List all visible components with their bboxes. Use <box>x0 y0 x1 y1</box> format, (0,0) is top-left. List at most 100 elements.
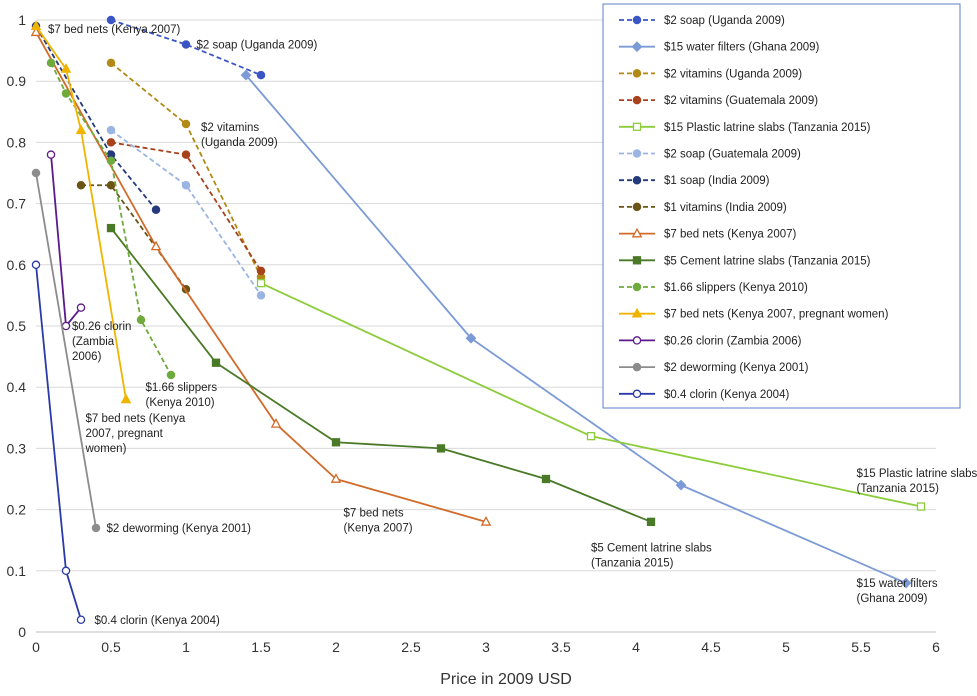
legend-marker <box>632 15 642 25</box>
y-tick-label: 0.3 <box>7 440 27 456</box>
data-point <box>331 438 341 447</box>
data-point <box>30 26 42 37</box>
data-point <box>675 479 687 491</box>
data-point <box>106 58 116 68</box>
annotation-label: (Zambia <box>72 336 115 348</box>
x-tick-label: 2 <box>332 639 340 655</box>
annotation-label: $0.4 clorin (Kenya 2004) <box>95 615 220 627</box>
legend-marker <box>632 282 642 292</box>
data-point <box>106 223 116 233</box>
x-tick-label: 3 <box>482 639 490 655</box>
legend-marker <box>631 307 643 318</box>
data-point <box>256 291 266 300</box>
legend-marker <box>632 122 642 131</box>
y-tick-label: 0.1 <box>7 563 27 579</box>
y-axis: 0 0.1 0.2 0.3 0.4 0.5 0.6 0.7 0.8 0.9 1 <box>7 12 27 640</box>
y-tick-label: 0.9 <box>7 73 27 89</box>
data-point <box>586 432 596 441</box>
annotation-label: $2 deworming (Kenya 2001) <box>107 523 252 535</box>
annotations: $7 bed nets (Kenya 2007) $2 soap (Uganda … <box>48 24 977 627</box>
legend-label: $2 deworming (Kenya 2001) <box>664 362 809 374</box>
x-tick-label: 6 <box>932 639 940 655</box>
data-point <box>76 303 86 312</box>
y-tick-label: 0.4 <box>7 379 27 395</box>
series-line <box>50 154 82 327</box>
legend-box <box>602 3 961 409</box>
annotation-label: $7 bed nets (Kenya 2007) <box>48 24 181 36</box>
legend-label: $2 soap (Uganda 2009) <box>664 15 785 27</box>
data-point <box>30 20 42 30</box>
series-line <box>110 62 262 278</box>
legend-entry: $7 bed nets (Kenya 2007) <box>619 227 797 241</box>
legend-label: $0.4 clorin (Kenya 2004) <box>664 389 789 401</box>
series-line <box>35 25 127 400</box>
y-tick-label: 0 <box>18 624 26 640</box>
series <box>106 58 266 282</box>
annotation-label: $7 bed nets <box>344 508 404 520</box>
data-point <box>106 15 116 25</box>
legend-marker <box>631 227 643 238</box>
x-tick-label: 5 <box>782 639 790 655</box>
series <box>30 20 132 404</box>
x-tick-label: 3.5 <box>551 639 571 655</box>
annotation-label: (Kenya 2010) <box>146 397 215 409</box>
legend-marker <box>632 362 642 372</box>
data-point <box>480 515 492 526</box>
legend-entry: $7 bed nets (Kenya 2007, pregnant women) <box>619 307 889 321</box>
annotation-label: $15 water filters <box>857 578 938 590</box>
data-point <box>136 315 146 325</box>
legend-label: $15 water filters (Ghana 2009) <box>664 42 820 54</box>
x-tick-label: 2.5 <box>401 639 421 655</box>
x-tick-label: 1.5 <box>251 639 271 655</box>
data-point <box>166 370 176 380</box>
legend-label: $1 vitamins (India 2009) <box>664 202 787 214</box>
x-tick-label: 5.5 <box>851 639 871 655</box>
annotation-label: $0.26 clorin <box>72 321 131 333</box>
series <box>46 58 176 380</box>
data-point <box>270 418 282 428</box>
legend-label: $7 bed nets (Kenya 2007) <box>664 229 797 241</box>
series-line <box>81 184 187 290</box>
data-point <box>916 502 926 511</box>
data-point <box>181 180 191 190</box>
legend-label: $5 Cement latrine slabs (Tanzania 2015) <box>664 255 871 267</box>
y-tick-label: 0.2 <box>7 502 27 518</box>
series <box>31 21 161 214</box>
legend-entry: $0.4 clorin (Kenya 2004) <box>619 389 789 401</box>
data-point <box>181 150 191 159</box>
data-point <box>60 63 72 73</box>
data-point <box>91 523 101 533</box>
legend-entry: $2 soap (Uganda 2009) <box>619 15 785 27</box>
data-point <box>106 156 116 166</box>
legend-marker <box>632 256 642 265</box>
annotation-label: (Tanzania 2015) <box>857 483 940 495</box>
x-tick-label: 0 <box>32 639 40 655</box>
data-point <box>75 124 87 135</box>
data-point <box>900 577 912 589</box>
annotation-label: $2 soap (Uganda 2009) <box>197 39 318 51</box>
legend-marker <box>632 149 642 158</box>
legend-entry: $5 Cement latrine slabs (Tanzania 2015) <box>619 255 871 267</box>
series-line <box>35 264 82 621</box>
annotation-label: $7 bed nets (Kenya <box>86 413 186 425</box>
x-axis-title: Price in 2009 USD <box>440 671 572 688</box>
data-point <box>106 125 116 135</box>
annotation-label: women) <box>85 443 127 455</box>
legend-entry: $2 deworming (Kenya 2001) <box>619 362 809 374</box>
data-point <box>76 180 86 190</box>
data-point <box>541 474 551 484</box>
legend-marker <box>632 69 642 78</box>
legend-entry: $1 vitamins (India 2009) <box>619 202 787 214</box>
legend-entry: $2 soap (Guatemala 2009) <box>619 149 801 161</box>
annotation-label: (Kenya 2007) <box>344 523 413 535</box>
series <box>256 279 926 511</box>
data-point <box>181 40 191 49</box>
series-line <box>110 227 652 523</box>
annotation-label: 2006) <box>72 351 102 363</box>
legend-label: $1 soap (India 2009) <box>664 175 770 187</box>
annotation-label: $15 Plastic latrine slabs <box>857 468 977 480</box>
annotation-label: $2 vitamins <box>201 122 259 134</box>
annotation-label: $5 Cement latrine slabs <box>591 543 712 555</box>
annotation-label: 2007, pregnant <box>86 428 164 440</box>
x-tick-label: 0.5 <box>101 639 121 655</box>
